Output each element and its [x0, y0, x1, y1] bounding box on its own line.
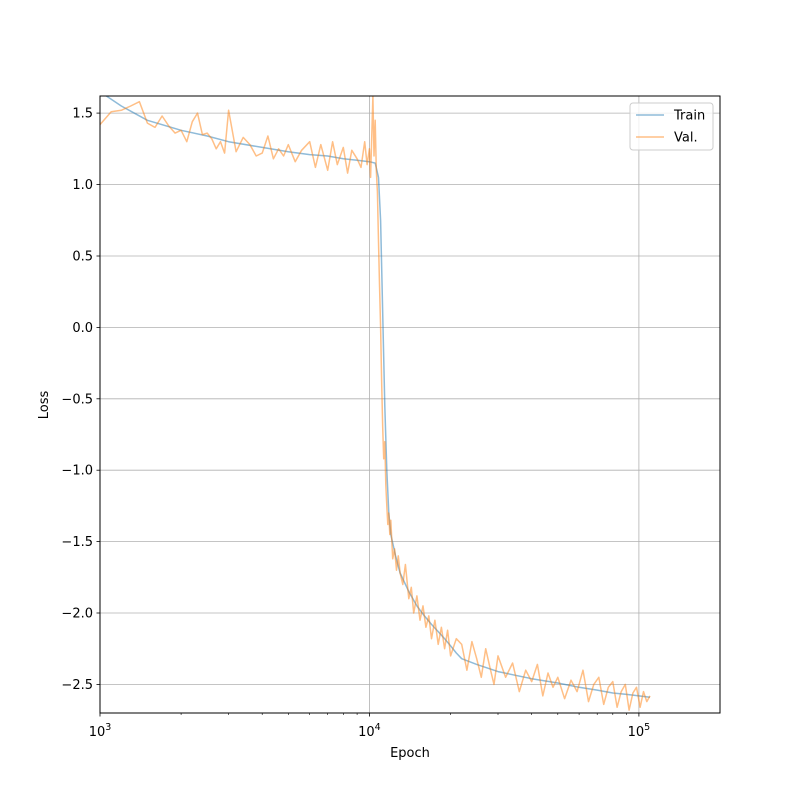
- val-loss-line: [100, 96, 651, 711]
- plot-frame: [99, 95, 721, 714]
- legend: Train Val.: [629, 102, 714, 151]
- x-axis-label: Epoch: [390, 746, 430, 761]
- y-tick-label: −0.5: [61, 392, 93, 407]
- plot-area: [100, 96, 720, 713]
- x-tick-label: 103: [89, 722, 112, 740]
- y-tick-label: −1.0: [61, 464, 93, 479]
- ticks: 1.5 1.0 0.5 0.0 −0.5 −1.0 −1.5 −2.0 −2.5 103 104 10…: [61, 107, 650, 740]
- y-tick-label: −1.5: [61, 535, 93, 550]
- y-tick-label: 0.0: [72, 321, 93, 336]
- y-tick-label: −2.0: [61, 607, 93, 622]
- x-tick-label: 105: [628, 722, 651, 740]
- y-axis-label: Loss: [37, 391, 52, 420]
- y-tick-label: 1.0: [72, 178, 93, 193]
- y-tick-label: 1.5: [72, 107, 93, 122]
- series-layer: [100, 96, 651, 711]
- x-tick-label: 104: [358, 722, 381, 740]
- legend-train-label: Train: [673, 109, 705, 124]
- train-loss-line: [105, 96, 651, 699]
- legend-val-label: Val.: [674, 131, 698, 146]
- y-tick-label: 0.5: [72, 250, 93, 265]
- y-tick-label: −2.5: [61, 678, 93, 693]
